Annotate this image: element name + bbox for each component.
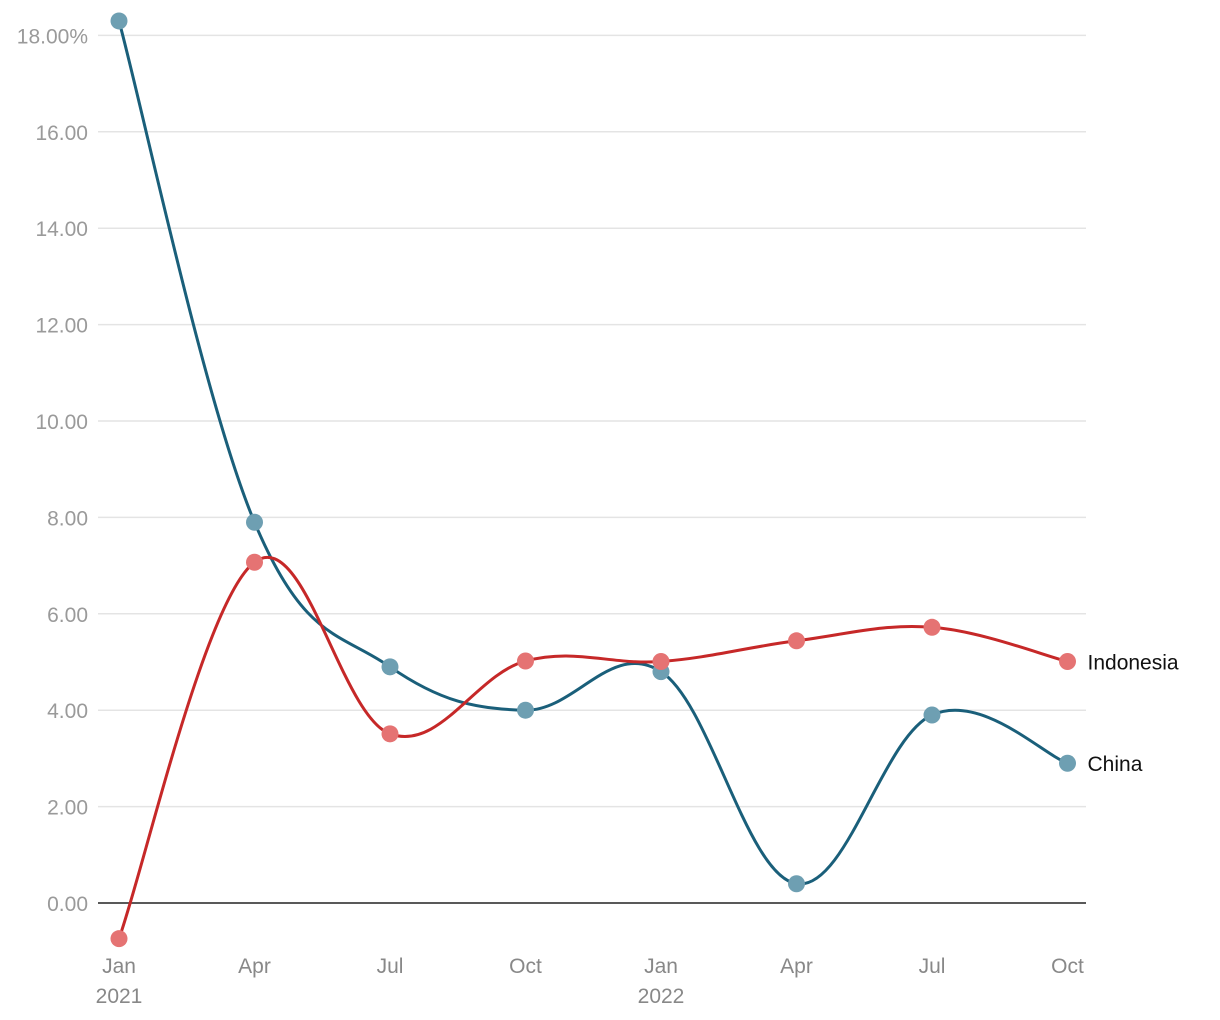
x-tick-label: Oct bbox=[509, 955, 542, 978]
gridlines bbox=[98, 34, 1086, 904]
data-point-indonesia bbox=[923, 618, 941, 636]
series-label-china: China bbox=[1088, 753, 1143, 776]
x-tick-label: Jan bbox=[102, 955, 136, 978]
y-tick-label: 0.00 bbox=[47, 893, 88, 916]
x-tick-label: Jul bbox=[377, 955, 404, 978]
data-point-china bbox=[110, 12, 128, 30]
x-tick-year-label: 2022 bbox=[638, 985, 685, 1008]
y-tick-label: 18.00% bbox=[17, 25, 88, 48]
y-axis-ticks: 0.00 2.00 4.00 6.00 8.00 10.00 12.00 14.00 16.00… bbox=[17, 25, 88, 916]
data-point-china bbox=[788, 875, 805, 893]
x-tick-label: Apr bbox=[780, 955, 813, 978]
series-label-indonesia: Indonesia bbox=[1088, 652, 1179, 675]
data-point-indonesia bbox=[517, 652, 534, 670]
data-point-china bbox=[246, 513, 263, 531]
data-point-indonesia bbox=[110, 930, 128, 948]
x-tick-label: Jul bbox=[919, 955, 946, 978]
data-point-indonesia bbox=[246, 553, 263, 571]
series-points bbox=[110, 12, 1076, 948]
x-axis-ticks: Jan 2021 Apr Jul Oct Jan 2022 Apr Jul Oct bbox=[96, 955, 1084, 1008]
y-tick-label: 14.00 bbox=[35, 218, 88, 241]
y-tick-label: 6.00 bbox=[47, 604, 88, 627]
y-tick-label: 2.00 bbox=[47, 797, 88, 820]
y-tick-label: 10.00 bbox=[35, 411, 88, 434]
x-tick-label: Apr bbox=[238, 955, 271, 978]
data-point-indonesia bbox=[1059, 653, 1076, 671]
y-tick-label: 12.00 bbox=[35, 315, 88, 338]
data-point-china bbox=[1059, 754, 1076, 772]
series-lines bbox=[117, 19, 1069, 941]
y-tick-label: 8.00 bbox=[47, 507, 88, 530]
series-labels: China Indonesia bbox=[1088, 652, 1179, 777]
data-point-china bbox=[517, 701, 534, 719]
data-point-china bbox=[381, 658, 399, 676]
series-line-china bbox=[117, 19, 1069, 886]
y-tick-label: 4.00 bbox=[47, 700, 88, 723]
x-tick-label: Oct bbox=[1051, 955, 1084, 978]
data-point-indonesia bbox=[652, 653, 670, 671]
data-point-indonesia bbox=[788, 632, 805, 650]
data-point-indonesia bbox=[381, 725, 399, 743]
x-tick-year-label: 2021 bbox=[96, 985, 143, 1008]
y-tick-label: 16.00 bbox=[35, 122, 88, 145]
data-point-china bbox=[923, 706, 941, 724]
x-tick-label: Jan bbox=[644, 955, 678, 978]
